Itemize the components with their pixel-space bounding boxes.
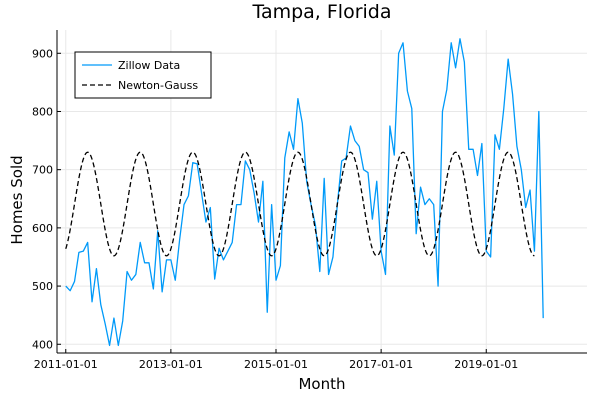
series-lines <box>65 38 544 347</box>
y-tick-label: 900 <box>32 47 53 60</box>
grid-lines <box>57 30 587 353</box>
legend-label-newton-gauss: Newton-Gauss <box>118 79 198 92</box>
x-axis-title: Month <box>298 375 345 393</box>
y-tick-label: 700 <box>32 164 53 177</box>
x-tick-label: 2011-01-01 <box>34 358 98 371</box>
x-tick-label: 2015-01-01 <box>244 358 308 371</box>
x-tick-label: 2013-01-01 <box>139 358 203 371</box>
legend-box <box>74 51 212 99</box>
y-axis-title: Homes Sold <box>8 155 26 244</box>
series-line-newton-gauss <box>65 151 535 257</box>
legend: Zillow Data Newton-Gauss <box>74 51 212 99</box>
x-tick-label: 2017-01-01 <box>349 358 413 371</box>
chart-title: Tampa, Florida <box>251 1 391 23</box>
y-tick-label: 500 <box>32 280 53 293</box>
x-tick-label: 2019-01-01 <box>454 358 518 371</box>
y-tick-label: 600 <box>32 222 53 235</box>
series-line-zillow <box>65 38 544 347</box>
legend-label-zillow: Zillow Data <box>118 59 180 72</box>
y-tick-label: 400 <box>32 338 53 351</box>
y-tick-label: 800 <box>32 105 53 118</box>
axes <box>56 30 587 354</box>
tick-labels: 2011-01-01 2013-01-01 2015-01-01 2017-01-01… <box>32 47 518 371</box>
